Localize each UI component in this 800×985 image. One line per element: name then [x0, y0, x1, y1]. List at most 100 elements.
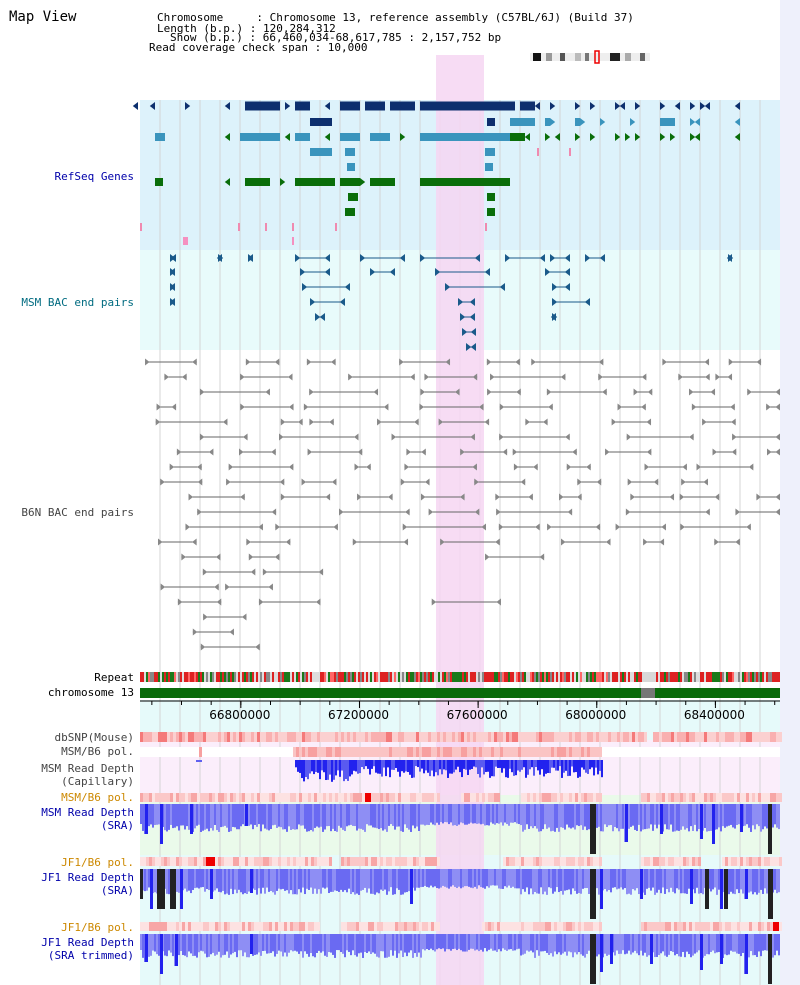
depth-sra-bar — [566, 869, 568, 891]
track-label-msm-b6-pol-sra[interactable]: MSM/B6 pol. — [61, 791, 134, 804]
track-label-msm-b6-pol-capillary[interactable]: MSM/B6 pol. — [61, 745, 134, 758]
gene-arrow — [215, 553, 221, 561]
depth-sra-bar — [246, 869, 248, 894]
pol-sra-bar — [398, 922, 401, 931]
track-label-refseq[interactable]: RefSeq Genes — [54, 170, 134, 183]
depth-sra-bar — [752, 934, 754, 956]
depth-capillary-bar — [535, 760, 537, 768]
pol-sra-bar — [671, 857, 674, 866]
depth-sra-bar — [232, 869, 234, 895]
track-label-msm-bac[interactable]: MSM BAC end pairs — [21, 296, 134, 309]
pol-sra-bar — [200, 922, 203, 931]
gene-arrow — [224, 102, 230, 110]
depth-sra-bar — [488, 804, 490, 826]
pol-sra-bar — [593, 793, 596, 802]
depth-sra-bar — [396, 804, 398, 827]
depth-sra-bar — [340, 934, 342, 952]
depth-sra-bar — [252, 804, 254, 830]
repeat-mark — [294, 672, 296, 682]
depth-sra-bar — [194, 804, 196, 829]
depth-sra-bar — [654, 869, 656, 895]
dbsnp-density — [161, 732, 164, 742]
track-label-jf1-depth-trimmed[interactable]: JF1 Read Depth — [41, 936, 134, 949]
pol-sra-bar — [380, 857, 383, 866]
gene-arrow — [547, 523, 552, 531]
repeat-mark — [696, 672, 698, 682]
track-label-jf1-b6-pol[interactable]: JF1/B6 pol. — [61, 856, 134, 869]
depth-sra-bar — [458, 804, 460, 825]
dbsnp-density — [689, 732, 692, 742]
pol-capillary-bar — [563, 747, 566, 757]
depth-sra-bar — [378, 804, 380, 830]
gene-arrow — [156, 403, 162, 411]
pol-sra-bar — [551, 857, 554, 866]
pol-sra-bar — [275, 793, 278, 802]
track-label-jf1-b6-pol-trimmed[interactable]: JF1/B6 pol. — [61, 921, 134, 934]
pol-sra-bar — [740, 793, 743, 802]
gene-block — [575, 118, 580, 126]
pol-sra-bar — [377, 922, 380, 931]
depth-sra-bar — [658, 869, 660, 890]
depth-capillary-bar — [343, 760, 345, 782]
dbsnp-density — [551, 732, 554, 742]
pol-sra-bar — [776, 857, 779, 866]
pol-sra-bar — [179, 793, 182, 802]
pol-sra-bar — [563, 793, 566, 802]
depth-sra-bar — [256, 804, 258, 827]
pol-sra-bar — [536, 922, 539, 931]
pol-sra-bar — [260, 922, 263, 931]
depth-capillary-bar — [305, 760, 307, 778]
gene-arrow — [377, 418, 382, 426]
repeat-mark — [624, 672, 626, 682]
pol-sra-bar — [197, 922, 200, 931]
pol-sra-bar — [776, 922, 779, 931]
dbsnp-density — [458, 732, 461, 742]
pol-sra-bar — [725, 922, 728, 931]
depth-sra-bar — [420, 869, 422, 888]
repeat-mark — [390, 672, 392, 682]
depth-sra-bar — [578, 934, 580, 953]
gene-arrow — [775, 388, 780, 396]
pol-sra-bar — [170, 793, 173, 802]
repeat-mark — [656, 672, 658, 682]
track-label-jf1-depth[interactable]: JF1 Read Depth — [41, 871, 134, 884]
gene-arrow — [550, 118, 556, 126]
pol-sra-bar — [413, 793, 416, 802]
depth-capillary-bar — [403, 760, 405, 773]
pol-sra-bar — [506, 922, 509, 931]
track-label-dbsnp[interactable]: dbSNP(Mouse) — [54, 731, 134, 744]
depth-capillary-bar — [301, 760, 303, 779]
depth-sra-bar — [294, 869, 296, 895]
repeat-mark — [632, 672, 634, 682]
track-label-b6n-bac[interactable]: B6N BAC end pairs — [21, 506, 134, 519]
pol-sra-bar — [497, 793, 500, 802]
repeat-mark — [304, 672, 306, 682]
dbsnp-density — [572, 732, 575, 742]
depth-sra-bar — [230, 934, 232, 955]
gene-block — [487, 193, 495, 201]
depth-sra-bar — [704, 804, 706, 828]
gene-arrow — [240, 493, 245, 501]
pol-sra-bar — [728, 793, 731, 802]
gene-arrow — [279, 478, 285, 486]
track-label-msm-depth-capillary[interactable]: MSM Read Depth — [41, 762, 134, 775]
track-label-msm-depth-sra[interactable]: MSM Read Depth — [41, 806, 134, 819]
depth-sra-bar — [434, 869, 436, 887]
depth-sra-bar — [628, 869, 630, 894]
dbsnp-density — [584, 732, 587, 742]
pol-capillary-bar — [332, 747, 335, 757]
dbsnp-density — [455, 732, 458, 742]
gene-arrow — [228, 463, 234, 471]
repeat-mark — [758, 672, 760, 682]
gene-arrow — [474, 478, 479, 486]
dbsnp-density — [218, 732, 221, 742]
pol-sra-bar — [641, 793, 644, 802]
depth-sra-bar — [334, 804, 336, 831]
depth-sra-bar — [322, 869, 324, 888]
pol-sra-bar — [287, 857, 290, 866]
depth-spike — [625, 804, 628, 842]
dbsnp-density — [764, 732, 767, 742]
repeat-mark — [592, 672, 594, 682]
repeat-mark — [326, 672, 328, 682]
